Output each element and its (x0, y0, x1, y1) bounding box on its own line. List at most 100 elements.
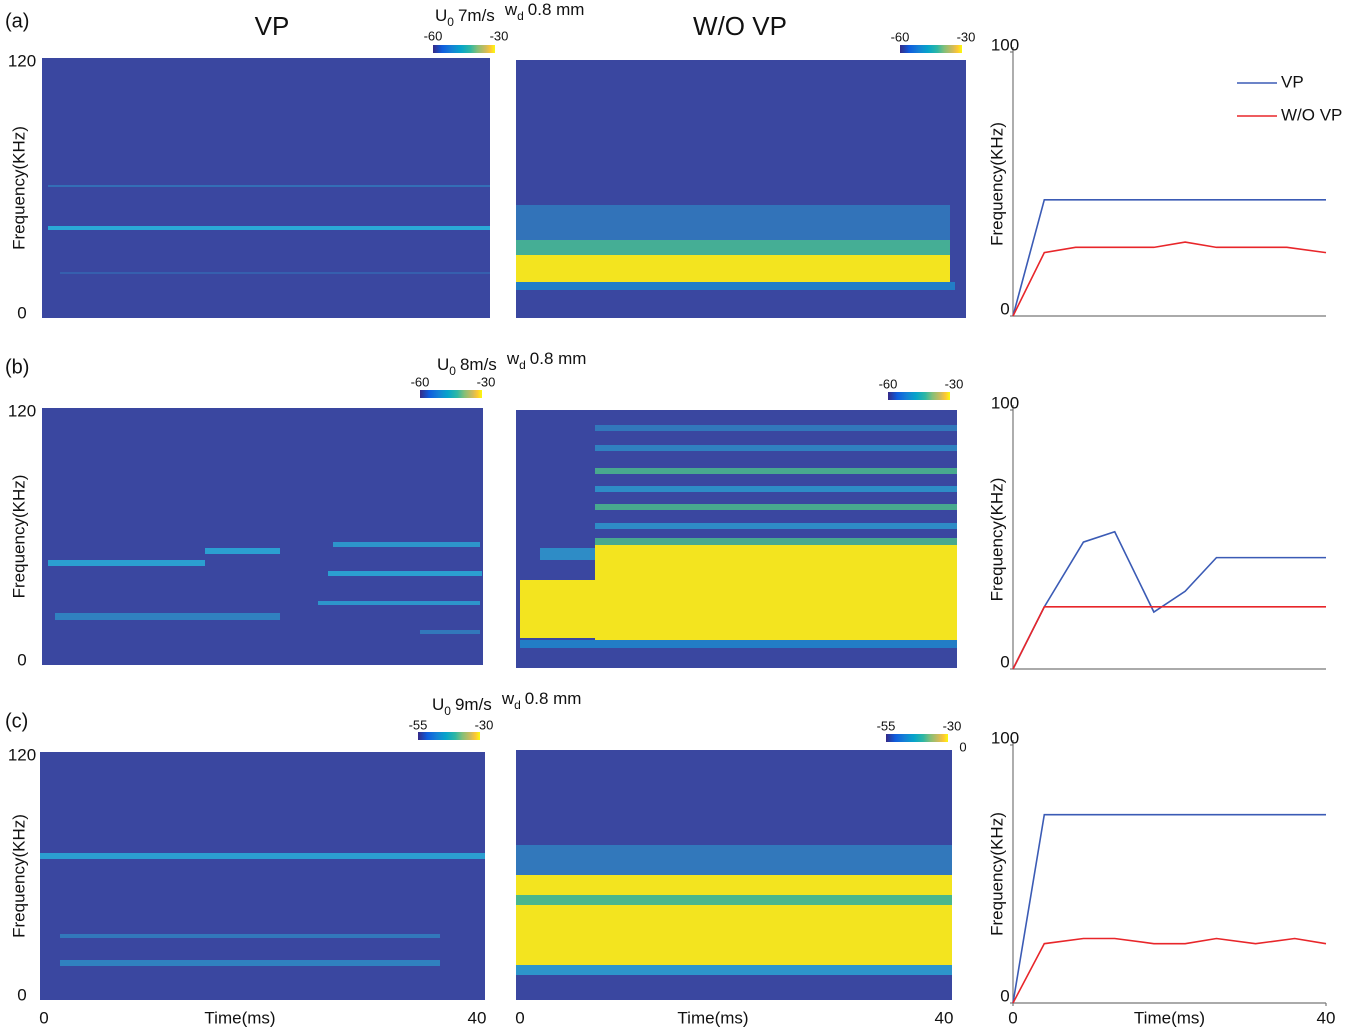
spectral-band (595, 523, 957, 529)
y-tick-label: 0 (17, 303, 26, 322)
colorbar-label: -30 (477, 374, 496, 389)
y-axis-label: Frequency(KHz) (987, 478, 1006, 602)
x-tick-label: 40 (935, 1008, 954, 1027)
condition-part: 0.8 mm (528, 0, 585, 19)
colorbar (433, 45, 495, 53)
spectral-band (60, 272, 490, 274)
spectral-band (520, 640, 957, 648)
y-tick-label: 0 (1000, 652, 1009, 671)
spectrogram (42, 408, 483, 665)
condition-part: U (435, 6, 447, 25)
spectral-band (595, 486, 957, 492)
condition-part: 0.8 mm (530, 349, 587, 368)
x-tick-label: 0 (515, 1008, 524, 1027)
condition-label: U0 9m/s wd 0.8 mm (432, 689, 581, 718)
spectral-band (595, 445, 957, 451)
condition-part: w (501, 689, 515, 708)
series-line (1012, 530, 1326, 670)
spectral-band (595, 538, 957, 545)
condition-part: d (514, 698, 521, 712)
spectral-band (516, 875, 952, 895)
spectral-band (540, 548, 595, 560)
y-tick-label: 0 (1000, 986, 1009, 1005)
legend-label: VP (1281, 72, 1304, 91)
panel-label: (b) (5, 356, 29, 378)
colorbar-label: -60 (891, 29, 910, 44)
spectral-band (595, 545, 957, 640)
y-tick-label: 0 (1000, 299, 1009, 318)
colorbar-label: -30 (945, 376, 964, 391)
condition-part: 0 (444, 704, 451, 718)
colorbar-label: -60 (424, 28, 443, 43)
condition-part: 9m/s (455, 695, 492, 714)
spectral-band (516, 845, 952, 875)
colorbar (886, 734, 948, 742)
x-axis-label: Time(ms) (1134, 1008, 1205, 1027)
condition-part: 8m/s (460, 355, 497, 374)
y-tick-label: 120 (8, 51, 36, 70)
spectral-band (333, 542, 480, 547)
colorbar-label: -55 (877, 718, 896, 733)
colorbar-label: -30 (490, 28, 509, 43)
x-tick-label: 40 (468, 1008, 487, 1027)
condition-label: U0 8m/s wd 0.8 mm (437, 349, 586, 378)
spectrogram (42, 58, 490, 318)
y-tick-label: 100 (991, 393, 1019, 412)
spectral-band (595, 425, 957, 431)
colorbar (418, 732, 480, 740)
condition-label: U0 7m/s wd 0.8 mm (435, 0, 584, 29)
condition-part: U (432, 695, 444, 714)
y-tick-label: 100 (991, 35, 1019, 54)
y-axis-label: Frequency(KHz) (9, 126, 28, 250)
colorbar (900, 45, 962, 53)
condition-part: w (506, 349, 520, 368)
x-axis-label: Time(ms) (677, 1008, 748, 1027)
panel-label: (a) (5, 10, 29, 32)
y-axis-label: Frequency(KHz) (9, 475, 28, 599)
y-tick-label: 0 (17, 650, 26, 669)
colorbar-label: 0 (959, 739, 966, 754)
spectral-band (516, 965, 952, 975)
spectral-band (516, 240, 950, 258)
spectral-band (516, 282, 955, 290)
spectral-band (516, 905, 952, 965)
colorbar (888, 392, 950, 400)
condition-part: d (517, 9, 524, 23)
spectrogram (40, 752, 485, 1000)
colorbar-label: -30 (957, 29, 976, 44)
x-tick-label: 0 (39, 1008, 48, 1027)
y-axis-label: Frequency(KHz) (987, 812, 1006, 936)
condition-part: d (519, 358, 526, 372)
series-line (1012, 606, 1326, 670)
y-axis-label: Frequency(KHz) (9, 814, 28, 938)
spectral-band (520, 580, 595, 638)
condition-part: 0.8 mm (525, 689, 582, 708)
colorbar-label: -60 (411, 374, 430, 389)
y-tick-label: 120 (8, 401, 36, 420)
y-tick-label: 0 (17, 985, 26, 1004)
x-tick-label: 40 (1317, 1008, 1336, 1027)
spectral-band (48, 560, 205, 566)
panel-label: (c) (5, 710, 28, 732)
y-axis-label: Frequency(KHz) (987, 122, 1006, 246)
colorbar-label: -55 (409, 717, 428, 732)
spectral-band (595, 468, 957, 474)
x-tick-label: 0 (1008, 1008, 1017, 1027)
column-header: W/O VP (693, 11, 787, 41)
spectral-band (420, 630, 480, 634)
spectral-band (205, 548, 280, 554)
spectral-band (318, 601, 480, 605)
colorbar-label: -60 (879, 376, 898, 391)
condition-part: 7m/s (458, 6, 495, 25)
series-line (1012, 241, 1327, 317)
colorbar-label: -30 (943, 718, 962, 733)
spectral-band (48, 226, 490, 230)
colorbar (420, 390, 482, 398)
spectral-band (328, 571, 482, 576)
column-header: VP (255, 11, 290, 41)
y-tick-label: 100 (991, 728, 1019, 747)
spectral-band (60, 934, 440, 938)
spectral-band (40, 853, 485, 859)
x-axis-label: Time(ms) (204, 1008, 275, 1027)
